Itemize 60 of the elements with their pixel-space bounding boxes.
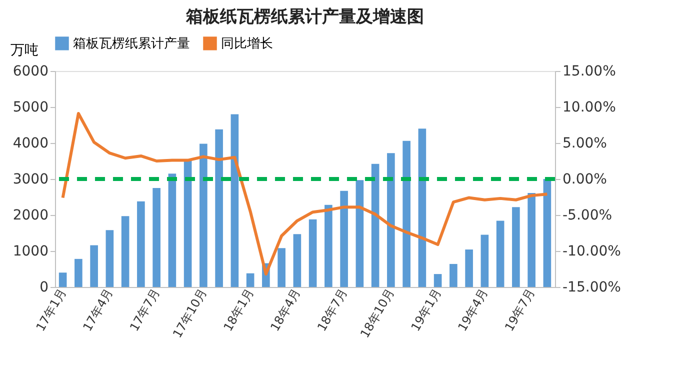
y2-tick-label: 5.00% xyxy=(562,136,607,152)
x-tick-label: 18年1月 xyxy=(220,286,256,334)
chart-title: 箱板纸瓦楞纸累计产量及增速图 xyxy=(185,7,424,27)
legend-label: 箱板瓦楞纸累计产量 xyxy=(73,36,190,52)
bar xyxy=(230,114,239,287)
x-tick-label: 19年7月 xyxy=(502,286,538,334)
x-tick-label: 17年4月 xyxy=(80,286,116,334)
bar xyxy=(200,144,208,287)
bar xyxy=(465,250,473,287)
bar xyxy=(496,220,504,287)
bar xyxy=(450,264,458,287)
bar xyxy=(308,219,317,287)
y-tick-label: 4000 xyxy=(12,136,48,152)
y2-tick-label: -10.00% xyxy=(562,244,621,260)
bar xyxy=(528,193,536,287)
x-tick-label: 19年1月 xyxy=(408,286,444,334)
bar xyxy=(371,164,380,287)
y2-tick-label: 15.00% xyxy=(562,64,616,80)
y2-tick-label: 10.00% xyxy=(562,100,616,116)
x-tick-label: 18年7月 xyxy=(314,286,350,334)
y-tick-label: 3000 xyxy=(12,172,48,188)
y-tick-label: 1000 xyxy=(12,244,48,260)
y2-tick-label: -5.00% xyxy=(562,208,612,224)
bar xyxy=(324,204,332,287)
bar xyxy=(278,248,286,287)
line-series xyxy=(61,112,549,276)
bar xyxy=(402,140,410,287)
y-tick-label: 5000 xyxy=(12,100,48,116)
bar xyxy=(293,234,302,287)
x-tick-label: 18年4月 xyxy=(268,286,304,334)
bar xyxy=(434,274,442,287)
y-tick-label: 6000 xyxy=(12,64,48,80)
bar xyxy=(74,258,82,287)
bar xyxy=(137,201,145,287)
bar xyxy=(90,245,98,287)
bar xyxy=(152,188,160,287)
bar xyxy=(246,273,254,287)
y2-tick-label: 0.00% xyxy=(562,172,607,188)
bar xyxy=(356,180,364,287)
bar xyxy=(340,190,348,287)
x-tick-label: 18年10月 xyxy=(358,286,397,340)
x-tick-label: 17年10月 xyxy=(170,286,210,340)
bar xyxy=(106,230,114,287)
bar xyxy=(387,153,395,287)
y-tick-label: 2000 xyxy=(12,208,48,224)
bar xyxy=(480,234,489,287)
bar xyxy=(121,216,130,287)
y-axis-title: 万吨 xyxy=(10,42,38,58)
bar xyxy=(543,179,552,287)
bar xyxy=(418,128,426,287)
x-tick-label: 19年4月 xyxy=(455,286,491,334)
bar xyxy=(58,272,67,287)
bar xyxy=(215,129,223,287)
y-tick-label: 0 xyxy=(40,280,48,296)
x-tick-label: 17年7月 xyxy=(127,286,163,334)
bar xyxy=(184,159,192,287)
bar xyxy=(512,207,520,287)
legend-label: 同比增长 xyxy=(221,36,273,52)
y2-tick-label: -15.00% xyxy=(562,280,621,296)
bar xyxy=(168,174,176,287)
